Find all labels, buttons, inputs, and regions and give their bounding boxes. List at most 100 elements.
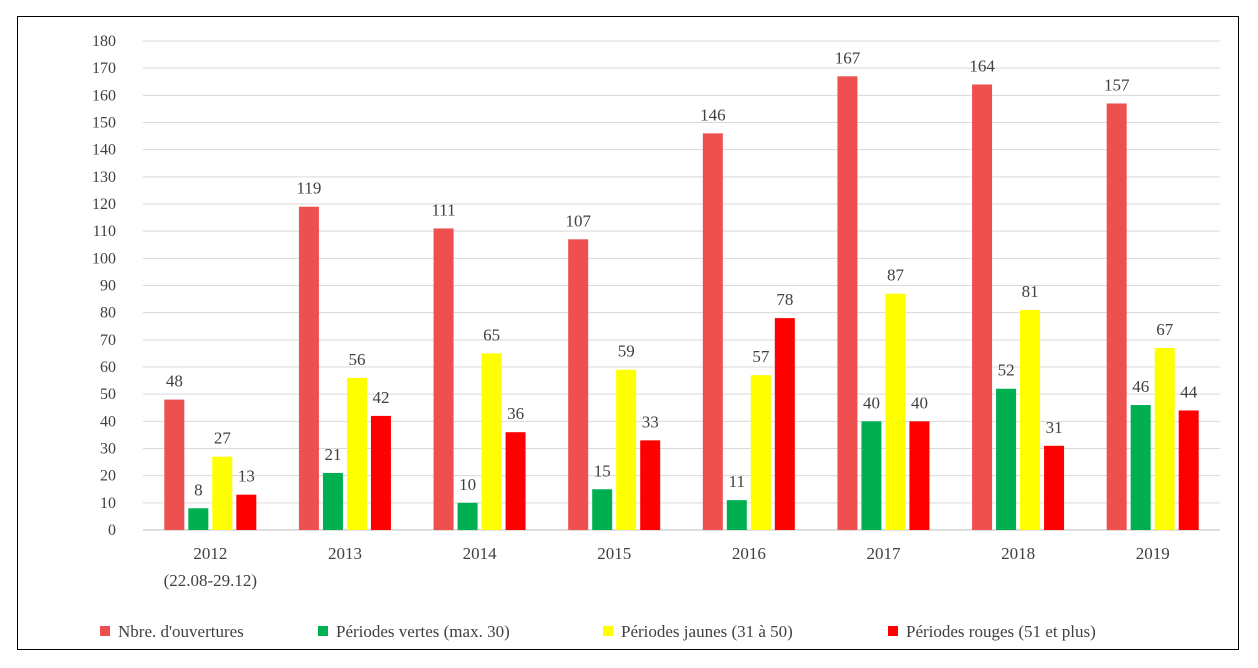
data-label: 65 (483, 325, 500, 344)
x-tick-label: 2014 (463, 544, 498, 563)
bar (1020, 309, 1041, 530)
legend-label: Périodes rouges (51 et plus) (906, 622, 1096, 641)
y-tick-label: 30 (100, 441, 116, 458)
data-label: 21 (324, 445, 341, 464)
bar (322, 472, 343, 530)
legend: Nbre. d'ouvertures Périodes vertes (max. … (100, 622, 1096, 641)
data-label: 33 (642, 412, 659, 431)
data-label: 78 (776, 290, 793, 309)
y-tick-label: 40 (100, 413, 116, 430)
data-label: 59 (618, 342, 635, 361)
data-label: 13 (238, 467, 255, 486)
bar (861, 421, 882, 530)
data-label: 87 (887, 266, 905, 285)
y-tick-label: 170 (92, 60, 116, 77)
x-tick-label: (22.08-29.12) (164, 571, 257, 590)
data-label: 67 (1156, 320, 1174, 339)
data-label: 119 (297, 179, 322, 198)
y-tick-label: 140 (92, 142, 116, 159)
y-tick-label: 90 (100, 278, 116, 295)
bar (616, 369, 637, 530)
bar (188, 508, 209, 530)
bar (1130, 405, 1151, 530)
data-label: 81 (1022, 282, 1039, 301)
legend-label: Périodes vertes (max. 30) (336, 622, 510, 641)
bar (750, 375, 771, 530)
x-tick-label: 2013 (328, 544, 362, 563)
bar (1154, 347, 1175, 530)
bar (346, 377, 367, 530)
data-label: 31 (1046, 418, 1063, 437)
bar (505, 432, 526, 530)
legend-swatch (100, 626, 110, 636)
y-axis-ticks: 0 10 20 30 40 50 60 70 80 90 100 110 120 130 140 150 160… (92, 33, 116, 539)
data-label: 111 (431, 200, 455, 219)
x-tick-label: 2012 (193, 544, 227, 563)
legend-label: Nbre. d'ouvertures (118, 622, 244, 641)
legend-swatch (888, 626, 898, 636)
data-label: 146 (700, 105, 726, 124)
bar (1178, 410, 1199, 530)
bar (236, 494, 257, 530)
data-label: 164 (969, 56, 995, 75)
data-label: 27 (214, 429, 232, 448)
x-tick-label: 2016 (732, 544, 766, 563)
y-tick-label: 60 (100, 359, 116, 376)
data-label: 10 (459, 475, 476, 494)
bar (702, 133, 723, 530)
data-labels: 48 8 27 13 119 21 56 42 111 10 65 36 107 15 59 33 146 11 5… (166, 48, 1198, 499)
bar (909, 421, 930, 530)
data-label: 40 (863, 393, 880, 412)
data-label: 15 (594, 461, 611, 480)
y-tick-label: 100 (92, 250, 116, 267)
x-tick-label: 2019 (1136, 544, 1170, 563)
bar (726, 500, 747, 530)
data-label: 56 (348, 350, 365, 369)
gridlines (143, 40, 1220, 531)
y-tick-label: 0 (108, 522, 116, 539)
y-tick-label: 180 (92, 33, 116, 50)
data-label: 11 (729, 472, 745, 491)
data-label: 8 (194, 480, 203, 499)
bar (212, 456, 233, 530)
bar (972, 84, 993, 530)
y-tick-label: 130 (92, 169, 116, 186)
bar (568, 239, 589, 531)
bar (592, 489, 613, 530)
data-label: 44 (1180, 382, 1198, 401)
bar (996, 388, 1017, 530)
data-label: 157 (1104, 75, 1130, 94)
x-tick-label: 2018 (1001, 544, 1035, 563)
x-tick-label: 2017 (866, 544, 901, 563)
bar (885, 293, 906, 530)
bar (640, 440, 661, 530)
data-label: 42 (372, 388, 389, 407)
bar (481, 353, 502, 530)
data-label: 52 (998, 361, 1015, 380)
y-tick-label: 110 (93, 223, 116, 240)
y-tick-label: 70 (100, 332, 116, 349)
data-label: 48 (166, 372, 183, 391)
bars (164, 76, 1199, 531)
data-label: 107 (565, 211, 591, 230)
data-label: 40 (911, 393, 928, 412)
data-label: 46 (1132, 377, 1149, 396)
y-tick-label: 160 (92, 87, 116, 104)
y-tick-label: 20 (100, 468, 116, 485)
x-axis: 2012 (22.08-29.12) 2013 2014 2015 2016 2017 201… (164, 544, 1170, 590)
legend-swatch (318, 626, 328, 636)
bar (1106, 103, 1127, 530)
y-tick-label: 80 (100, 305, 116, 322)
y-tick-label: 10 (100, 495, 116, 512)
bar (164, 399, 185, 530)
bar (370, 415, 391, 530)
y-tick-label: 50 (100, 386, 116, 403)
x-tick-label: 2015 (597, 544, 631, 563)
data-label: 36 (507, 404, 524, 423)
bar (837, 76, 858, 531)
y-tick-label: 150 (92, 115, 116, 132)
y-tick-label: 120 (92, 196, 116, 213)
bar (433, 228, 454, 530)
bar (774, 318, 795, 530)
